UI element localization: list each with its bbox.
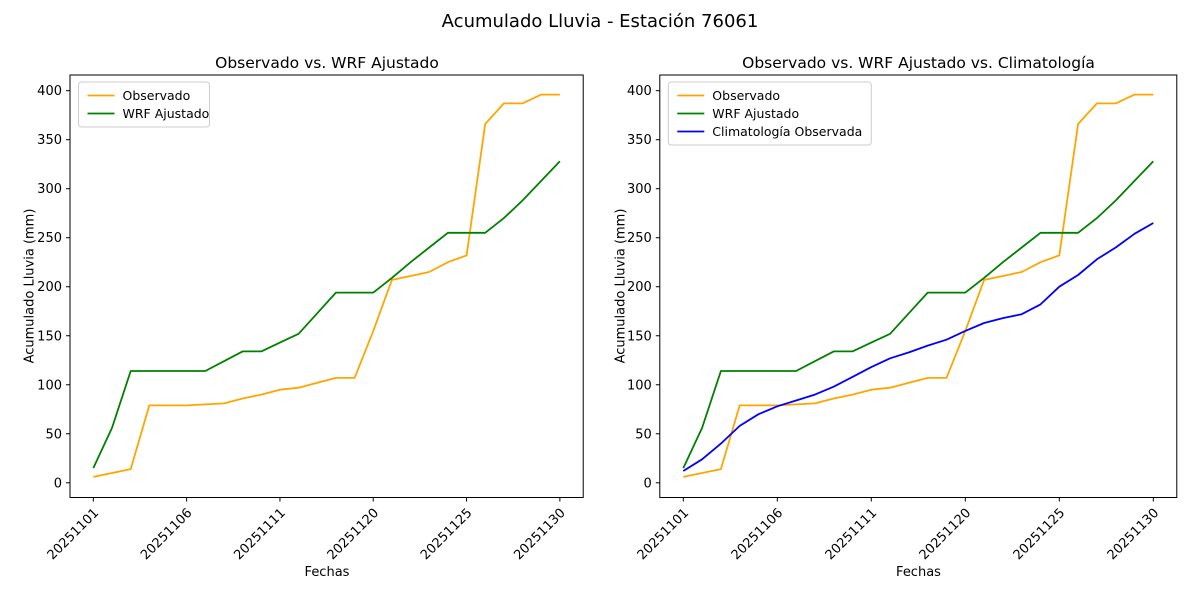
y-tick-label: 50	[45, 427, 62, 442]
x-tick-label: 20251106	[138, 506, 195, 563]
legend-label-observado: Observado	[712, 88, 780, 103]
x-tick-label: 20251101	[635, 506, 692, 563]
y-tick-label: 100	[37, 378, 62, 393]
series-line-observado	[93, 93, 560, 478]
legend-box	[78, 81, 210, 128]
y-tick-label: 0	[54, 476, 62, 491]
series-line-climatologia-observada	[682, 222, 1154, 472]
left-chart-title: Observado vs. WRF Ajustado	[215, 54, 439, 72]
x-tick-label: 20251106	[729, 506, 786, 563]
y-tick-label: 250	[627, 231, 652, 246]
left-x-axis-label: Fechas	[304, 565, 350, 580]
x-tick-label: 20251111	[823, 506, 880, 563]
series-line-wrf-ajustado	[92, 160, 561, 469]
right-chart: 0 50 100 150 200 250 300 350 400 20251101 20251106…	[627, 74, 1178, 563]
y-tick-label: 100	[627, 378, 652, 393]
y-axis: 0 50 100 150 200 250 300 350 400	[37, 84, 70, 491]
y-tick-label: 150	[37, 329, 62, 344]
x-tick-label: 20251125	[418, 506, 475, 563]
x-tick-label: 20251125	[1011, 506, 1068, 563]
y-axis: 0 50 100 150 200 250 300 350 400	[627, 84, 660, 491]
y-tick-label: 400	[627, 84, 652, 99]
y-tick-label: 300	[627, 182, 652, 197]
x-tick-label: 20251101	[45, 506, 102, 563]
legend: Observado WRF Ajustado Climatología Observ…	[667, 81, 872, 146]
x-tick-label: 20251130	[511, 506, 568, 563]
legend-label-wrf-ajustado: WRF Ajustado	[712, 106, 799, 121]
legend-label-wrf-ajustado: WRF Ajustado	[123, 106, 210, 121]
x-tick-label: 20251120	[917, 506, 974, 563]
series-line-observado	[683, 93, 1154, 478]
y-tick-label: 50	[635, 427, 652, 442]
legend-box	[667, 81, 872, 146]
y-tick-label: 400	[37, 84, 62, 99]
left-chart: 0 50 100 150 200 250 300 350 400 20251101 20251106…	[37, 74, 584, 563]
x-axis: 20251101 20251106 20251111 20251120 20251125…	[45, 497, 569, 563]
x-axis: 20251101 20251106 20251111 20251120 20251125…	[635, 497, 1162, 563]
plot-border	[69, 74, 584, 498]
y-tick-label: 350	[627, 133, 652, 148]
figure-title: Acumulado Lluvia - Estación 76061	[441, 11, 759, 32]
y-tick-label: 150	[627, 329, 652, 344]
x-tick-label: 20251120	[325, 506, 382, 563]
right-chart-title: Observado vs. WRF Ajustado vs. Climatolo…	[742, 54, 1095, 72]
legend-label-observado: Observado	[123, 88, 191, 103]
y-tick-label: 300	[37, 182, 62, 197]
legend-label-climatologia-observada: Climatología Observada	[712, 124, 862, 139]
x-tick-label: 20251130	[1105, 506, 1162, 563]
y-tick-label: 250	[37, 231, 62, 246]
y-tick-label: 200	[37, 280, 62, 295]
legend: Observado WRF Ajustado	[78, 81, 210, 128]
y-tick-label: 200	[627, 280, 652, 295]
series-line-wrf-ajustado	[682, 160, 1154, 469]
x-tick-label: 20251111	[231, 506, 288, 563]
y-tick-label: 0	[644, 476, 652, 491]
y-tick-label: 350	[37, 133, 62, 148]
right-x-axis-label: Fechas	[896, 565, 941, 580]
